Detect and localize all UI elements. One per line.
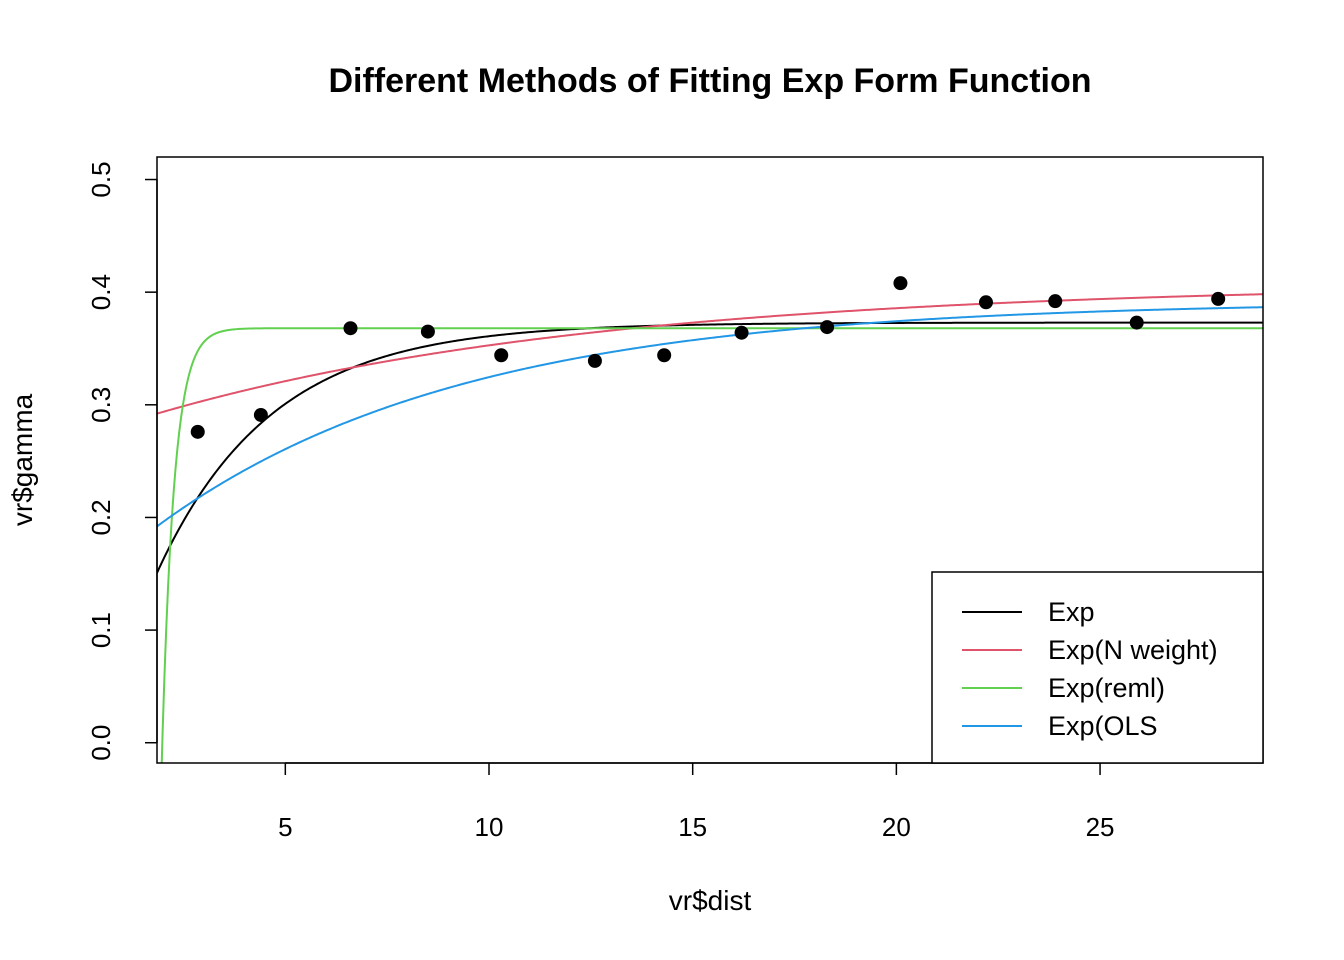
- data-point: [253, 407, 268, 422]
- legend-label: Exp(OLS: [1048, 711, 1158, 741]
- data-point: [494, 348, 509, 363]
- legend: Exp Exp(N weight) Exp(reml) Exp(OLS: [931, 571, 1264, 764]
- legend-label: Exp(N weight): [1048, 635, 1218, 665]
- fit-curves: [157, 293, 1263, 763]
- plot-frame: [156, 156, 1264, 764]
- y-tick-label: 0.2: [86, 499, 116, 535]
- y-tick-label: 0.4: [86, 274, 116, 310]
- curve-exp-n-weight: [157, 293, 1263, 415]
- y-tick-label: 0.0: [86, 725, 116, 761]
- data-point: [1211, 291, 1226, 306]
- data-point: [343, 321, 358, 336]
- data-point: [1129, 315, 1144, 330]
- data-points: [190, 276, 1226, 439]
- data-point: [657, 348, 672, 363]
- legend-label: Exp: [1048, 597, 1095, 627]
- data-point: [190, 424, 205, 439]
- data-point: [893, 276, 908, 291]
- x-tick-label: 25: [1086, 812, 1115, 842]
- data-point: [978, 295, 993, 310]
- chart-title: Different Methods of Fitting Exp Form Fu…: [328, 62, 1091, 100]
- legend-box: [931, 571, 1264, 764]
- curve-exp-reml: [160, 327, 1263, 763]
- y-axis: 0.0 0.1 0.2 0.3 0.4 0.5: [86, 161, 158, 761]
- y-tick-label: 0.5: [86, 161, 116, 197]
- y-tick-label: 0.3: [86, 387, 116, 423]
- curve-exp-ols: [157, 306, 1263, 528]
- y-tick-label: 0.1: [86, 612, 116, 648]
- x-tick-label: 10: [475, 812, 504, 842]
- x-axis-label: vr$dist: [669, 885, 752, 916]
- curve-exp: [157, 321, 1263, 574]
- x-tick-label: 20: [882, 812, 911, 842]
- data-point: [1048, 294, 1063, 309]
- data-point: [820, 320, 835, 335]
- data-point: [420, 324, 435, 339]
- data-point: [587, 353, 602, 368]
- x-tick-label: 5: [278, 812, 292, 842]
- x-axis: 5 10 15 20 25: [278, 762, 1115, 842]
- data-point: [734, 325, 749, 340]
- x-tick-label: 15: [678, 812, 707, 842]
- y-axis-label: vr$gamma: [7, 393, 38, 526]
- legend-label: Exp(reml): [1048, 673, 1165, 703]
